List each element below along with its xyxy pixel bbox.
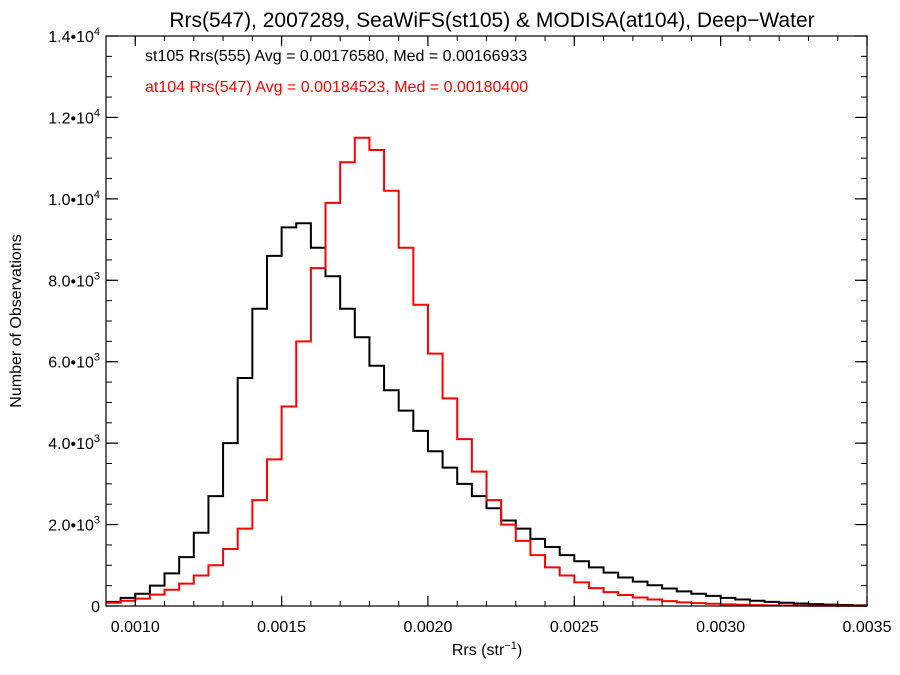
y-tick-label: 0 — [91, 599, 100, 616]
x-tick-label: 0.0015 — [257, 619, 306, 636]
y-tick-label: 8.0•103 — [48, 270, 100, 290]
y-tick-label: 2.0•103 — [48, 515, 100, 535]
y-tick-label: 1.2•104 — [48, 107, 100, 127]
x-tick-label: 0.0020 — [403, 619, 452, 636]
series-layer — [106, 136, 868, 607]
y-axis: 0 2.0•103 4.0•103 6.0•103 8.0•103 1.0•104 1.2•… — [48, 26, 867, 616]
y-axis-label: Number of Observations — [8, 234, 25, 407]
annotation-modisa-stats: at104 Rrs(547) Avg = 0.00184523, Med = 0… — [145, 79, 528, 96]
x-tick-label: 0.0010 — [111, 619, 160, 636]
x-axis-label: Rrs (str−1) — [452, 640, 522, 659]
x-tick-label: 0.0035 — [843, 619, 892, 636]
chart-title: Rrs(547), 2007289, SeaWiFS(st105) & MODI… — [169, 9, 814, 32]
y-tick-label: 1.0•104 — [48, 189, 100, 209]
series-line-0 — [106, 222, 868, 607]
series-line-1 — [106, 136, 868, 607]
y-tick-label: 1.4•104 — [48, 26, 100, 46]
x-tick-label: 0.0030 — [696, 619, 745, 636]
y-tick-label: 4.0•103 — [48, 433, 100, 453]
x-tick-label: 0.0025 — [550, 619, 599, 636]
y-tick-label: 6.0•103 — [48, 352, 100, 372]
annotation-seawifs-stats: st105 Rrs(555) Avg = 0.00176580, Med = 0… — [145, 48, 527, 65]
x-axis: 0.0010 0.0015 0.0020 0.0025 0.0030 0.0035 — [105, 36, 892, 636]
